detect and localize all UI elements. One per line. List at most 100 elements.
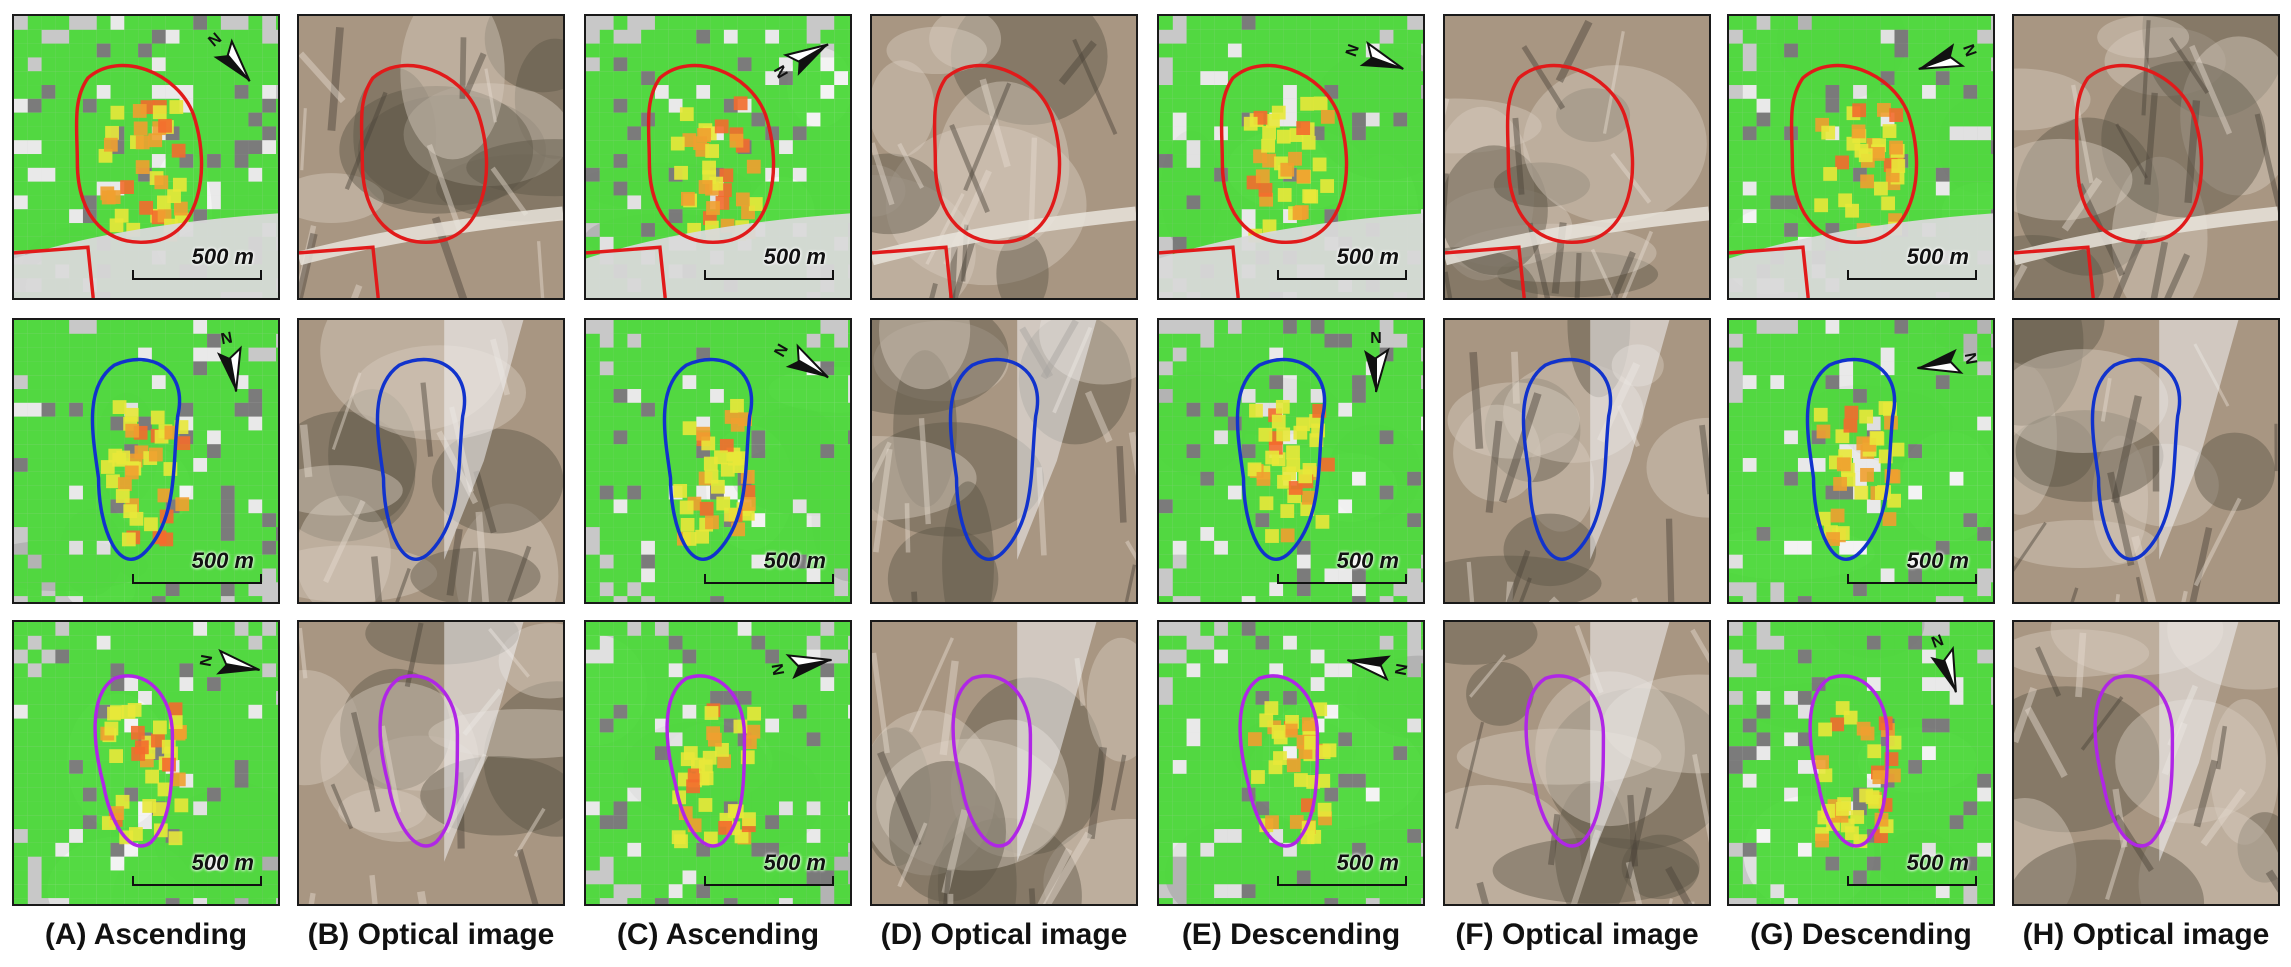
north-label: N xyxy=(196,653,214,667)
caption-a: (A) Ascending xyxy=(44,918,248,951)
scale-bar-line xyxy=(1277,270,1407,280)
scale-bar-label: 500 m xyxy=(1336,548,1399,573)
adjacent-outline xyxy=(1729,245,1810,298)
scale-bar-line xyxy=(1847,270,1977,280)
landslide-outline xyxy=(1505,63,1635,245)
north-arrow-icon: N xyxy=(1911,24,1981,94)
adjacent-outline xyxy=(299,245,380,298)
scale-bar-label: 500 m xyxy=(1906,548,1969,573)
optical-satellite-image xyxy=(872,622,1136,904)
scale-bar-label: 500 m xyxy=(191,548,254,573)
caption-b: (B) Optical image xyxy=(307,918,555,951)
north-label: N xyxy=(204,28,224,48)
scale-bar-label: 500 m xyxy=(1906,244,1969,269)
panel-row-2-col-a: N 500 m xyxy=(12,318,280,604)
north-arrow-icon: N xyxy=(196,24,266,94)
optical-satellite-image xyxy=(1445,320,1709,602)
insar-deformation-map xyxy=(1729,16,1993,298)
north-label: N xyxy=(1963,351,1981,365)
panel-row-1-col-d xyxy=(870,14,1138,300)
landslide-outline xyxy=(1521,357,1613,561)
optical-satellite-image xyxy=(1445,16,1709,298)
caption-h: (H) Optical image xyxy=(2022,918,2270,951)
scale-bar: 500 m xyxy=(1847,850,1977,890)
landslide-outline xyxy=(378,674,460,848)
panel-row-2-col-c: N 500 m xyxy=(584,318,852,604)
scale-bar: 500 m xyxy=(1277,548,1407,588)
north-arrow-icon: N xyxy=(768,328,838,398)
landslide-outline xyxy=(951,674,1033,848)
north-label: N xyxy=(219,328,233,346)
scale-bar-line xyxy=(1847,574,1977,584)
scale-bar-label: 500 m xyxy=(763,850,826,875)
landslide-outline xyxy=(2074,63,2204,245)
landslide-outline xyxy=(662,357,754,561)
optical-satellite-image xyxy=(299,622,563,904)
adjacent-outline xyxy=(872,245,953,298)
panel-row-1-col-h xyxy=(2012,14,2280,300)
scale-bar: 500 m xyxy=(1847,244,1977,284)
landslide-outline xyxy=(90,357,182,561)
north-label: N xyxy=(1370,328,1382,345)
landslide-outline xyxy=(1808,674,1890,848)
optical-satellite-image xyxy=(2014,16,2278,298)
scale-bar-line xyxy=(704,574,834,584)
north-arrow-icon: N xyxy=(1341,328,1411,398)
scale-bar-line xyxy=(704,876,834,886)
scale-bar-line xyxy=(132,270,262,280)
panel-row-3-col-h xyxy=(2012,620,2280,906)
panel-row-2-col-e: N 500 m xyxy=(1157,318,1425,604)
north-label: N xyxy=(1393,662,1411,676)
scale-bar: 500 m xyxy=(132,548,262,588)
scale-bar-label: 500 m xyxy=(1336,850,1399,875)
landslide-outline xyxy=(665,674,747,848)
panel-row-1-col-f xyxy=(1443,14,1711,300)
north-label: N xyxy=(770,340,791,359)
panel-row-1-col-e: N 500 m xyxy=(1157,14,1425,300)
scale-bar-line xyxy=(132,574,262,584)
landslide-outline xyxy=(2093,674,2175,848)
optical-satellite-image xyxy=(2014,320,2278,602)
caption-d: (D) Optical image xyxy=(880,918,1128,951)
optical-satellite-image xyxy=(299,320,563,602)
optical-satellite-image xyxy=(2014,622,2278,904)
adjacent-outline xyxy=(1159,245,1240,298)
landslide-outline xyxy=(1524,674,1606,848)
landslide-outline xyxy=(2090,357,2182,561)
scale-bar-label: 500 m xyxy=(763,244,826,269)
landslide-outline xyxy=(932,63,1062,245)
north-label: N xyxy=(1961,42,1981,59)
insar-deformation-map xyxy=(1159,16,1423,298)
panel-row-2-col-f xyxy=(1443,318,1711,604)
scale-bar-line xyxy=(704,270,834,280)
panel-row-2-col-h xyxy=(2012,318,2280,604)
adjacent-outline xyxy=(586,245,667,298)
landslide-outline xyxy=(948,357,1040,561)
panel-row-1-col-b xyxy=(297,14,565,300)
caption-c: (C) Ascending xyxy=(616,918,820,951)
landslide-outline xyxy=(93,674,175,848)
panel-row-3-col-b xyxy=(297,620,565,906)
panel-row-3-col-a: N 500 m xyxy=(12,620,280,906)
insar-deformation-map xyxy=(586,622,850,904)
caption-f: (F) Optical image xyxy=(1455,918,1699,951)
panel-row-2-col-b xyxy=(297,318,565,604)
panel-row-2-col-g: N 500 m xyxy=(1727,318,1995,604)
scale-bar-label: 500 m xyxy=(1906,850,1969,875)
panel-row-3-col-d xyxy=(870,620,1138,906)
insar-deformation-map xyxy=(14,622,278,904)
north-arrow-icon: N xyxy=(1341,24,1411,94)
optical-satellite-image xyxy=(872,16,1136,298)
scale-bar: 500 m xyxy=(1277,244,1407,284)
north-label: N xyxy=(768,662,786,676)
landslide-outline xyxy=(1805,357,1897,561)
adjacent-outline xyxy=(1445,245,1526,298)
north-label: N xyxy=(1341,42,1361,59)
landslide-outline xyxy=(74,63,204,245)
panel-row-2-col-d xyxy=(870,318,1138,604)
landslide-outline xyxy=(1789,63,1919,245)
panel-row-3-col-f xyxy=(1443,620,1711,906)
insar-deformation-map xyxy=(14,320,278,602)
panel-row-3-col-g: N 500 m xyxy=(1727,620,1995,906)
